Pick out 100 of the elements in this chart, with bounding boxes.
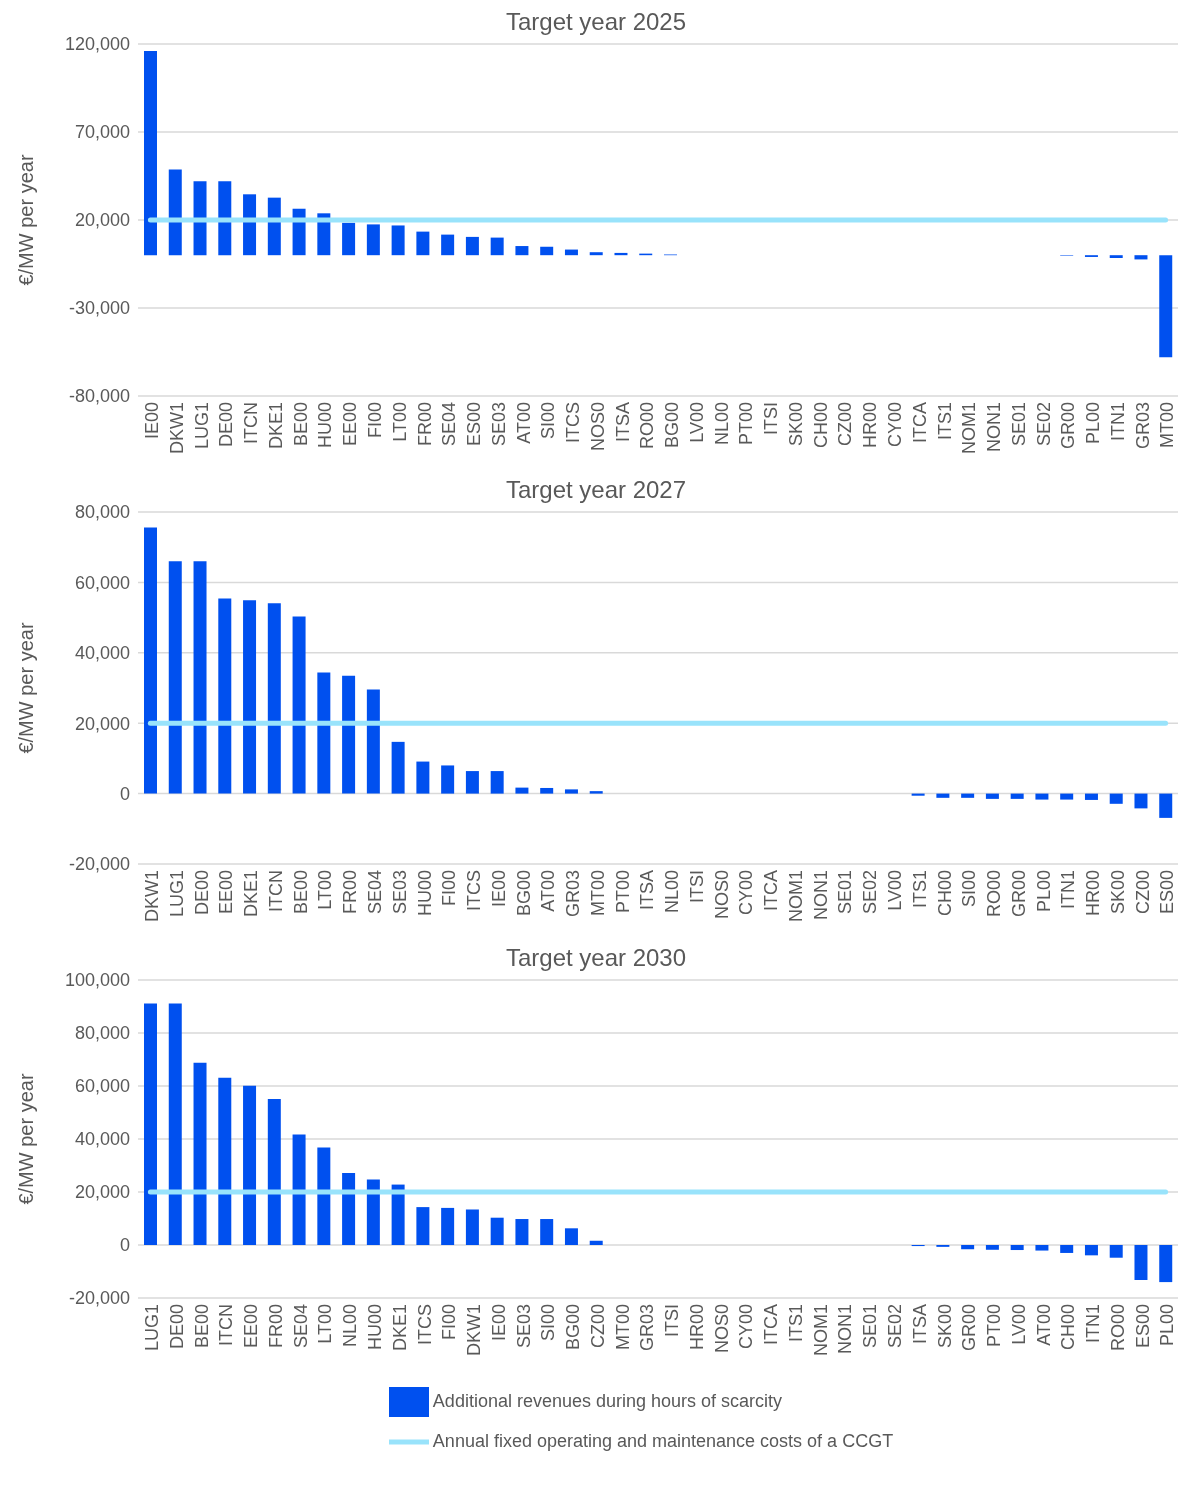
x-tick-label: ITSA: [637, 870, 658, 911]
y-tick-label: 20,000: [74, 1182, 130, 1203]
x-tick-label: HU00: [414, 870, 435, 917]
x-tick-label: SE04: [290, 1304, 311, 1349]
bar: [911, 793, 925, 796]
x-tick-label: GR03: [637, 1304, 658, 1352]
bar: [1134, 793, 1148, 809]
x-tick-label: NOM1: [959, 402, 980, 455]
bar: [441, 1207, 455, 1245]
bar: [589, 791, 603, 794]
bar: [465, 236, 479, 256]
x-tick-label: SK00: [934, 1304, 955, 1349]
x-tick-label: IE00: [488, 1304, 509, 1342]
y-tick-label: 40,000: [74, 1129, 130, 1150]
bar: [243, 1085, 257, 1245]
x-tick-label: NON1: [984, 402, 1005, 453]
bar: [193, 1062, 207, 1245]
x-tick-label: PT00: [612, 870, 633, 914]
x-tick-label: NOM1: [810, 1304, 831, 1357]
x-tick-label: PL00: [1083, 402, 1104, 445]
x-tick-label: NOS0: [587, 402, 608, 452]
x-tick-label: CH00: [1058, 1304, 1079, 1351]
bar: [168, 1003, 182, 1245]
bar: [342, 1172, 356, 1245]
bar: [1159, 793, 1173, 818]
x-tick-label: SK00: [1107, 870, 1128, 915]
y-tick-label: -80,000: [68, 386, 130, 407]
x-tick-label: ITCA: [909, 402, 930, 444]
y-axis-title: €/MW per year: [15, 622, 38, 754]
bar: [416, 1207, 430, 1245]
x-tick-label: ITSA: [909, 1304, 930, 1345]
bar: [1109, 793, 1123, 804]
bar: [1035, 1245, 1049, 1251]
bar: [540, 787, 554, 794]
x-tick-label: ITCN: [216, 1304, 237, 1346]
x-tick-label: CY00: [736, 870, 757, 916]
x-tick-label: DKE1: [241, 870, 262, 918]
x-tick-label: FI00: [439, 870, 460, 907]
x-tick-label: ES00: [464, 402, 485, 447]
x-tick-label: SE03: [488, 402, 509, 447]
x-tick-label: GR00: [959, 1304, 980, 1352]
bar: [1159, 1245, 1173, 1283]
x-tick-label: SI00: [538, 402, 559, 440]
x-tick-label: PT00: [736, 402, 757, 446]
bar: [540, 246, 554, 256]
bar: [144, 527, 157, 794]
x-tick-label: SE04: [365, 870, 386, 915]
x-tick-label: SK00: [785, 402, 806, 447]
x-tick-label: EE00: [340, 402, 361, 447]
y-tick-label: 20,000: [74, 713, 130, 734]
x-tick-label: MT00: [612, 1304, 633, 1351]
bar: [342, 222, 356, 256]
x-tick-label: AT00: [538, 870, 559, 912]
x-tick-label: ES00: [1132, 1304, 1153, 1349]
bar: [1134, 1245, 1148, 1280]
x-tick-label: DKW1: [166, 402, 187, 455]
bar: [961, 1245, 975, 1250]
x-tick-label: HR00: [1083, 870, 1104, 917]
x-tick-label: CZ00: [587, 1304, 608, 1349]
x-tick-label: NON1: [835, 1304, 856, 1355]
bar: [589, 1240, 603, 1245]
bar: [936, 793, 950, 798]
x-tick-label: LT00: [389, 402, 410, 442]
x-tick-label: FR00: [414, 402, 435, 447]
x-tick-label: CY00: [736, 1304, 757, 1350]
x-tick-label: PL00: [1033, 870, 1054, 913]
x-tick-label: DKE1: [389, 1304, 410, 1352]
x-tick-label: SI00: [538, 1304, 559, 1342]
x-tick-label: DKW1: [464, 1304, 485, 1357]
x-tick-label: BG00: [563, 1304, 584, 1351]
bar: [589, 252, 603, 256]
x-tick-label: SE03: [513, 1304, 534, 1349]
y-tick-label: 80,000: [74, 1023, 130, 1044]
bar: [342, 675, 356, 794]
bar: [441, 234, 455, 256]
x-tick-label: FR00: [265, 1304, 286, 1349]
x-tick-label: LT00: [315, 1304, 336, 1344]
x-tick-label: ITCA: [761, 1304, 782, 1346]
x-tick-label: MT00: [1157, 402, 1178, 449]
bar: [490, 1217, 504, 1245]
x-tick-label: FR00: [340, 870, 361, 915]
x-tick-label: ITN1: [1083, 1304, 1104, 1344]
x-tick-label: AT00: [513, 402, 534, 444]
x-tick-label: ITCN: [265, 870, 286, 912]
bar: [416, 231, 430, 256]
chart-title: Target year 2025: [504, 8, 688, 36]
bar: [1060, 793, 1074, 800]
x-tick-label: IE00: [142, 402, 163, 440]
x-tick-label: SE04: [439, 402, 460, 447]
x-tick-label: GR03: [563, 870, 584, 918]
x-tick-label: HU00: [365, 1304, 386, 1351]
x-tick-label: GR00: [1058, 402, 1079, 450]
x-tick-label: SE02: [885, 1304, 906, 1349]
bar: [391, 741, 405, 794]
bar: [441, 765, 455, 794]
x-tick-label: RO00: [984, 870, 1005, 918]
bar: [1084, 1245, 1098, 1256]
bar: [1159, 255, 1173, 358]
y-tick-label: 60,000: [74, 572, 130, 593]
bar: [168, 561, 182, 794]
